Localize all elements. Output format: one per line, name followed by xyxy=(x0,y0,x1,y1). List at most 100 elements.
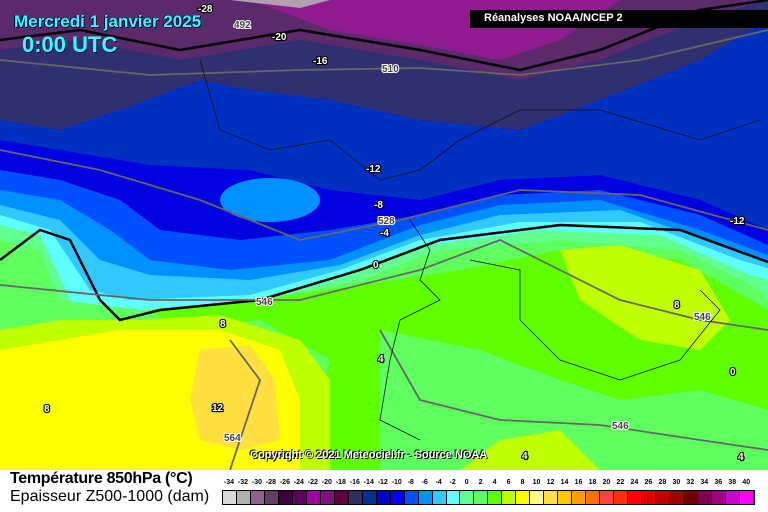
label-thickness: 546 xyxy=(256,297,273,308)
legend-scale-label: 40 xyxy=(742,479,751,486)
legend-swatch xyxy=(404,491,419,504)
label-temp: 4 xyxy=(522,451,528,462)
legend-swatch xyxy=(614,491,629,504)
legend-swatch xyxy=(390,491,405,504)
legend-swatch xyxy=(530,491,545,504)
legend-swatch xyxy=(223,491,237,504)
legend-title-thickness: Epaisseur Z500-1000 (dam) xyxy=(10,488,210,505)
legend-swatch xyxy=(320,491,335,504)
legend-swatch xyxy=(306,491,321,504)
legend-scale-label: 0 xyxy=(464,479,469,486)
legend-swatch xyxy=(739,491,754,504)
legend-swatch xyxy=(656,491,670,504)
legend-scale-label: 22 xyxy=(616,479,625,486)
legend-scale-label: 38 xyxy=(728,479,737,486)
coastlines xyxy=(199,59,761,441)
cold-pocket xyxy=(220,178,320,222)
legend-scale-label: -18 xyxy=(335,479,346,486)
forecast-time: 0:00 UTC xyxy=(22,32,118,57)
legend-scale-label: -8 xyxy=(407,479,414,486)
label-temp: -20 xyxy=(272,32,287,43)
weather-map: -28 -20 -16 -12 -8 -4 0 -12 8 4 12 8 8 4… xyxy=(0,0,768,470)
legend-scale-label: -12 xyxy=(377,479,388,486)
legend-swatch xyxy=(264,491,279,504)
legend-scale-label: -34 xyxy=(223,479,235,486)
label-thickness: 528 xyxy=(378,216,395,227)
label-temp: 8 xyxy=(44,404,50,415)
legend-scale-label: 6 xyxy=(506,479,511,486)
legend-swatch xyxy=(586,491,601,504)
legend-scale-label: 8 xyxy=(520,479,525,486)
legend-swatch xyxy=(236,491,251,504)
legend-swatch xyxy=(683,491,698,504)
legend-scale-label: -28 xyxy=(265,479,276,486)
legend-swatch xyxy=(600,491,615,504)
legend-swatch xyxy=(348,491,363,504)
temperature-labels: -28 -20 -16 -12 -8 -4 0 -12 8 4 12 8 8 4… xyxy=(43,3,746,464)
legend-scale-label: 36 xyxy=(714,479,723,486)
label-temp: -12 xyxy=(730,216,745,227)
legend-scale-label: 20 xyxy=(602,479,611,486)
legend-swatch xyxy=(334,491,349,504)
legend-scale-label: 2 xyxy=(478,479,483,486)
legend-scale-label: -6 xyxy=(421,479,428,486)
label-temp: -12 xyxy=(366,164,381,175)
band-grey xyxy=(230,0,330,8)
band-yellow-bottom xyxy=(460,430,600,470)
thickness-labels: 492 510 528 546 546 564 546 xyxy=(223,19,712,445)
legend-swatch xyxy=(376,491,391,504)
legend-swatch xyxy=(711,491,726,504)
legend-scale-label: 18 xyxy=(588,479,597,486)
legend-scale-label: -26 xyxy=(279,479,290,486)
legend-swatch xyxy=(628,491,643,504)
legend: Température 850hPa (°C) Epaisseur Z500-1… xyxy=(0,470,768,512)
legend-swatch xyxy=(544,491,559,504)
legend-swatch xyxy=(432,491,447,504)
legend-swatch xyxy=(292,491,307,504)
legend-scale-label: 10 xyxy=(532,479,541,486)
legend-swatch xyxy=(558,491,573,504)
label-temp: 8 xyxy=(674,300,680,311)
legend-scale-label: -32 xyxy=(237,479,249,486)
forecast-date: Mercredi 1 janvier 2025 xyxy=(14,12,202,31)
legend-scale-label: 26 xyxy=(644,479,653,486)
label-temp: -16 xyxy=(313,56,328,67)
label-temp: 12 xyxy=(212,403,224,414)
legend-scale-label: -2 xyxy=(449,479,456,486)
legend-scale-label: -10 xyxy=(391,479,402,486)
source-banner: Réanalyses NOAA/NCEP 2 xyxy=(470,10,768,28)
legend-swatch xyxy=(474,491,489,504)
legend-title-temperature: Température 850hPa (°C) xyxy=(10,470,193,487)
legend-swatch xyxy=(278,491,293,504)
legend-swatch xyxy=(488,491,503,504)
label-temp: 0 xyxy=(730,367,736,378)
band-paleyellow xyxy=(190,345,280,450)
thickness-lines xyxy=(0,29,768,470)
band-lime-patch xyxy=(560,245,730,350)
legend-scale-label: 12 xyxy=(546,479,555,486)
legend-swatch xyxy=(250,491,265,504)
label-temp: -8 xyxy=(374,200,383,211)
legend-swatch xyxy=(446,491,461,504)
legend-scale-label: 16 xyxy=(574,479,583,486)
legend-swatch xyxy=(572,491,587,504)
legend-scale-label: -24 xyxy=(293,479,304,486)
legend-color-bar xyxy=(222,490,755,505)
legend-swatch xyxy=(670,491,684,504)
legend-scale-label: -16 xyxy=(349,479,360,486)
label-temp: 4 xyxy=(378,354,384,365)
legend-swatch xyxy=(418,491,433,504)
legend-swatch xyxy=(502,491,517,504)
legend-scale-label: -4 xyxy=(435,479,442,486)
copyright: Copyright © 2021 Meteociel.fr - Source N… xyxy=(250,449,488,461)
label-thickness: 510 xyxy=(382,64,399,75)
label-thickness: 546 xyxy=(694,312,711,323)
legend-scale-label: -20 xyxy=(321,479,332,486)
legend-swatch xyxy=(460,491,475,504)
legend-scale-label: -14 xyxy=(363,479,374,486)
legend-scale-label: 4 xyxy=(492,479,497,486)
legend-swatch xyxy=(362,491,377,504)
label-temp: -28 xyxy=(198,4,213,15)
legend-scale-label: 34 xyxy=(700,479,709,486)
label-thickness: 492 xyxy=(234,20,251,31)
